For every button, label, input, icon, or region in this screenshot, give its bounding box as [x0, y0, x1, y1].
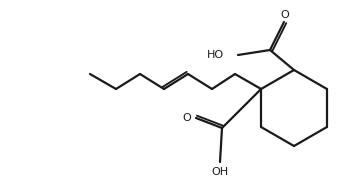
Text: OH: OH	[211, 167, 229, 177]
Text: HO: HO	[207, 50, 224, 60]
Text: O: O	[183, 113, 191, 123]
Text: O: O	[281, 10, 289, 20]
